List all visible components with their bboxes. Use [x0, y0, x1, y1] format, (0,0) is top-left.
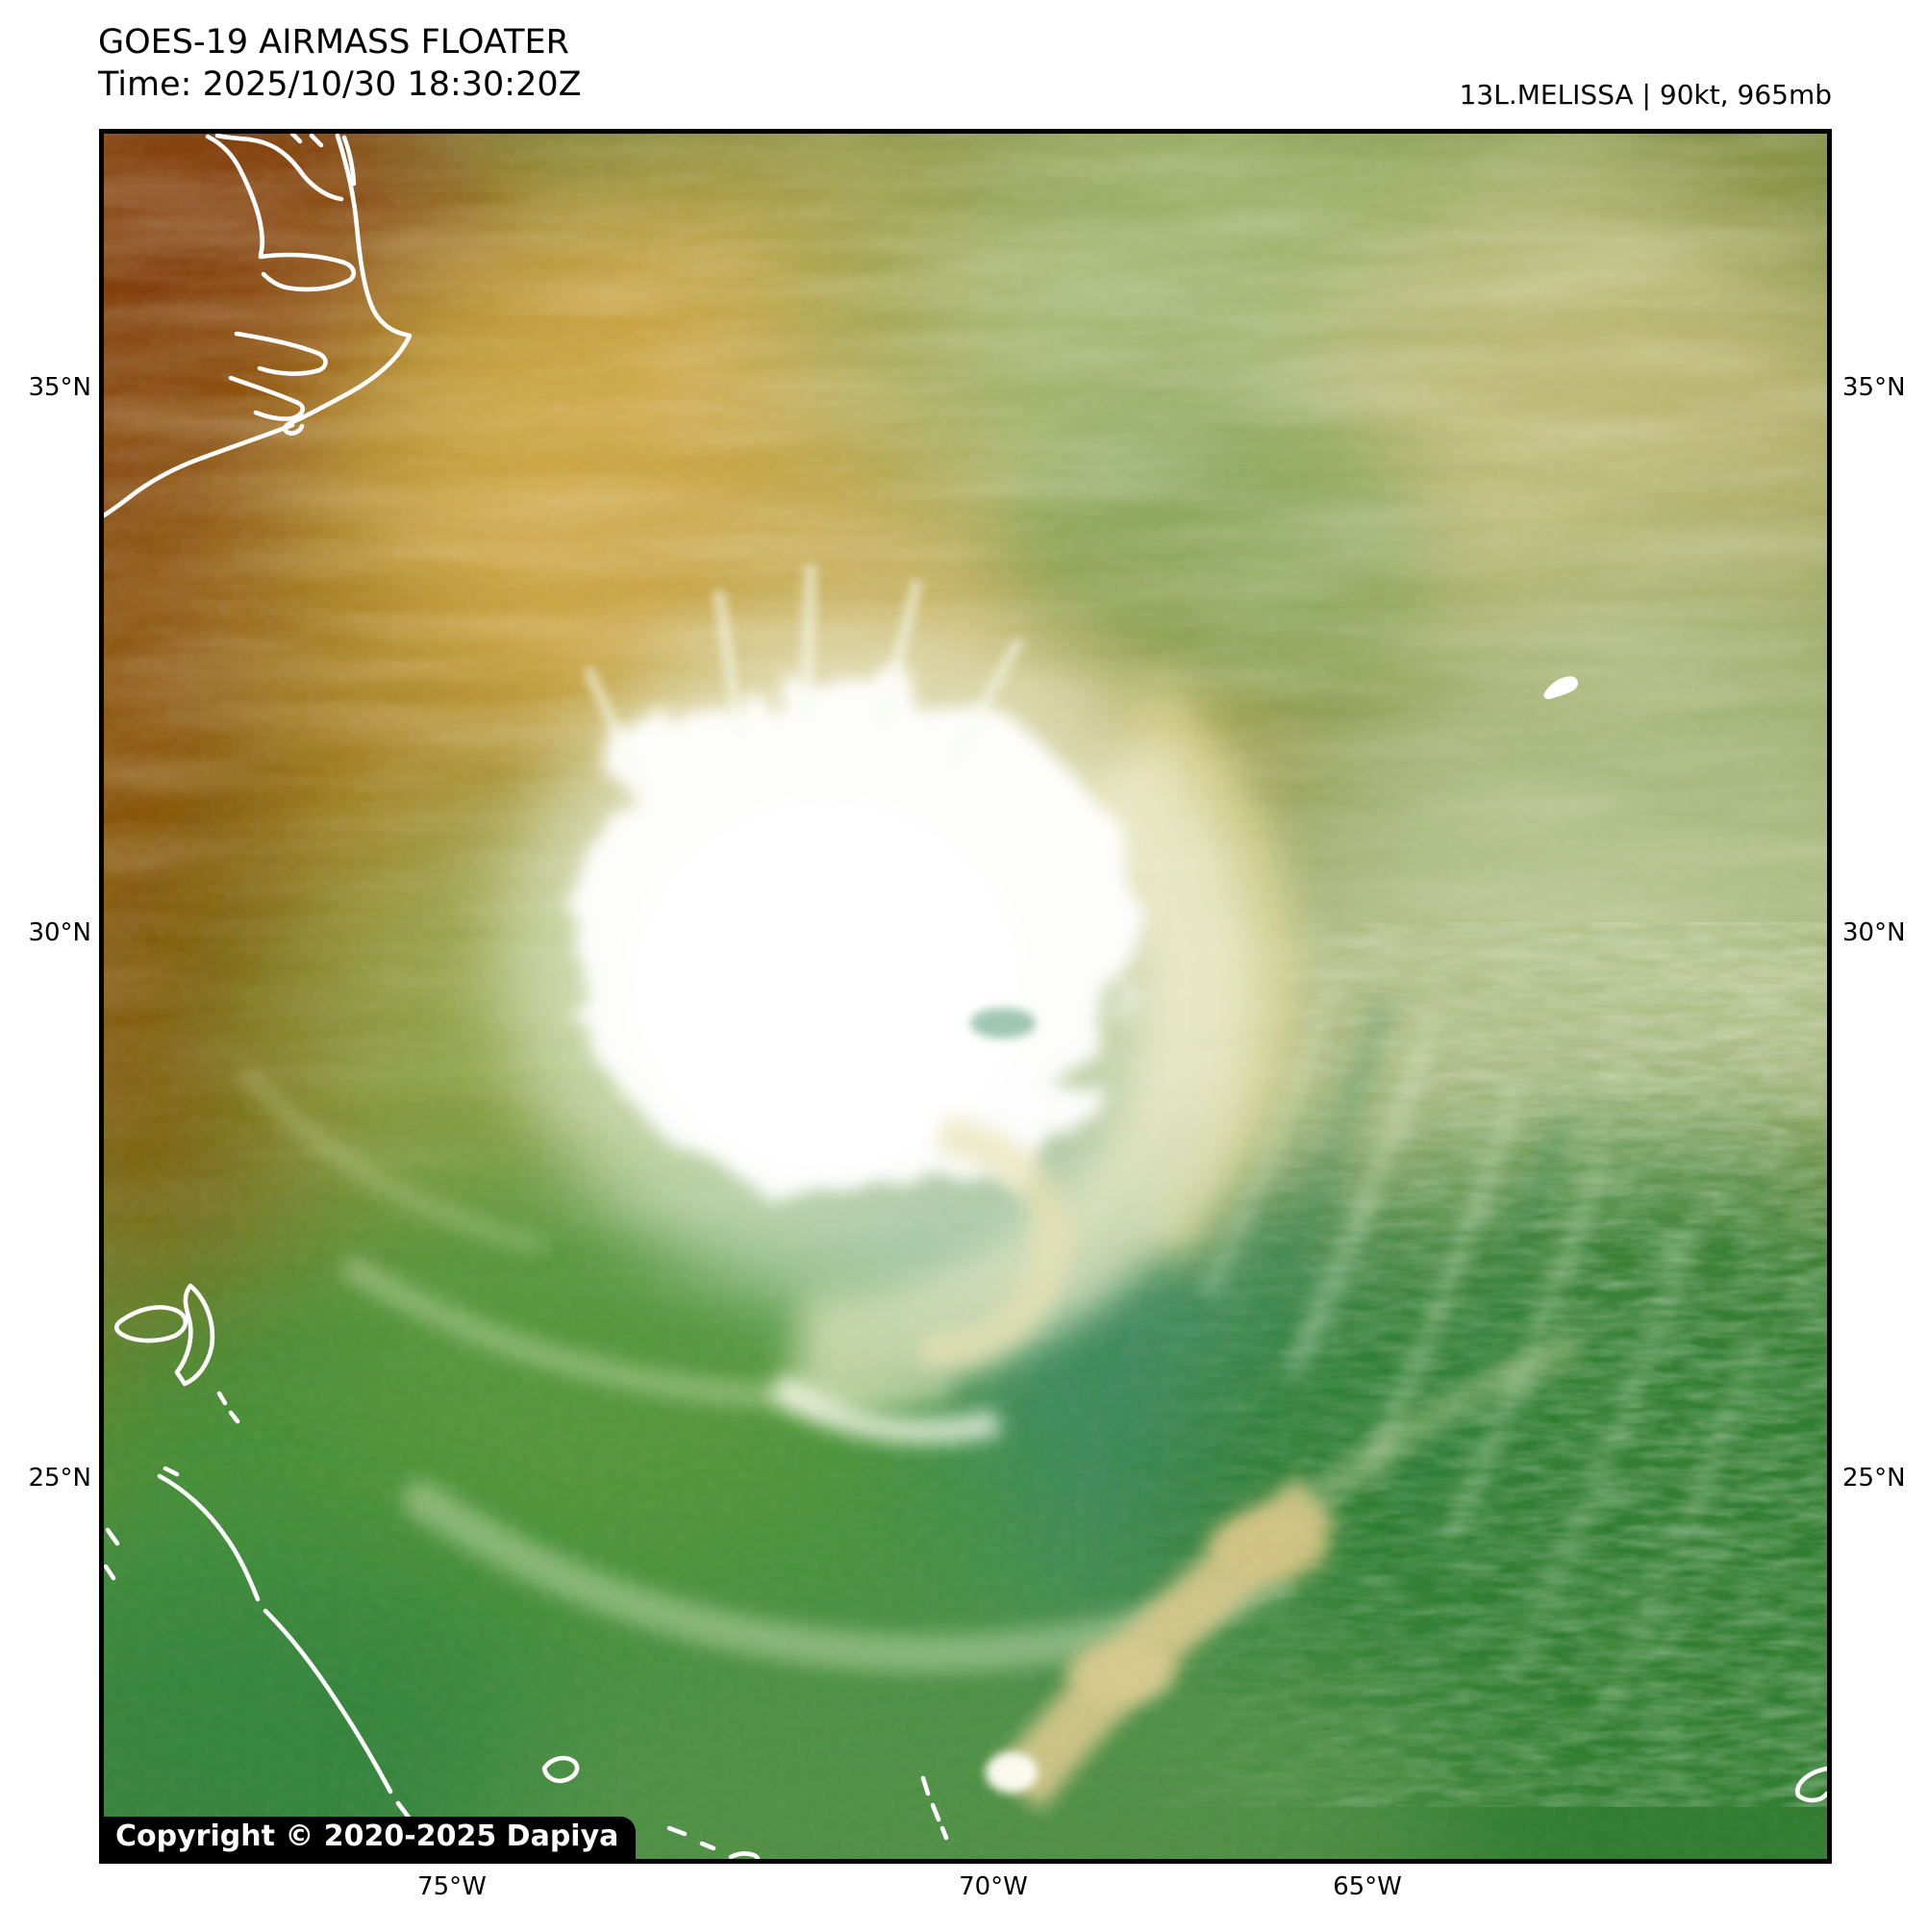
lon-label-75w: 75°W [417, 1872, 487, 1901]
lon-label-70w: 70°W [959, 1872, 1028, 1901]
lat-label-35n-right: 35°N [1842, 373, 1906, 402]
copyright-badge: Copyright © 2020-2025 Dapiya [104, 1817, 637, 1859]
noise-overlay [104, 134, 1827, 1859]
coastline-small-islands [920, 1766, 1827, 1841]
lat-label-30n-right: 30°N [1842, 918, 1906, 947]
satellite-map-frame: Copyright © 2020-2025 Dapiya [99, 129, 1832, 1864]
lat-label-25n-right: 25°N [1842, 1464, 1906, 1493]
timestamp: Time: 2025/10/30 18:30:20Z [98, 65, 582, 104]
storm-info: 13L.MELISSA | 90kt, 965mb [1459, 79, 1832, 111]
coastline-north-carolina [104, 134, 413, 518]
coastline-bermuda [1543, 676, 1578, 699]
lat-label-30n-left: 30°N [28, 918, 91, 947]
lat-label-25n-left: 25°N [28, 1464, 91, 1493]
lat-label-35n-left: 35°N [28, 373, 91, 402]
page-title: GOES-19 AIRMASS FLOATER [98, 23, 569, 62]
lon-label-65w: 65°W [1333, 1872, 1402, 1901]
airmass-rgb-image [104, 134, 1827, 1859]
